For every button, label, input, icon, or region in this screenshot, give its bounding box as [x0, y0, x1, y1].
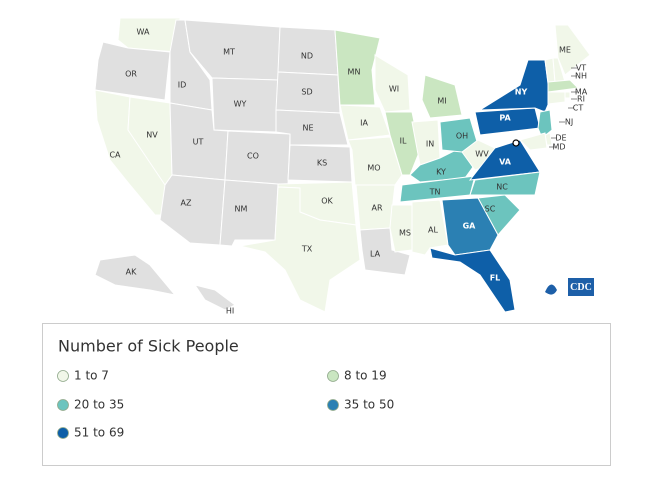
state [547, 79, 580, 93]
legend-box [42, 323, 611, 466]
state [94, 41, 171, 101]
state-label: SC [485, 205, 496, 214]
state [94, 254, 177, 296]
state-label: MS [399, 229, 411, 238]
state-label: LA [370, 250, 381, 259]
state-label: MA [575, 88, 588, 97]
state-label: RI [577, 95, 585, 104]
state-label: MT [223, 48, 235, 57]
state-label: ND [301, 52, 313, 61]
state-label: NE [302, 124, 313, 133]
legend-label: 35 to 50 [344, 398, 394, 412]
legend-label: 20 to 35 [74, 398, 124, 412]
state-label: SD [301, 88, 312, 97]
state-label: GA [463, 222, 477, 231]
state-label: NH [575, 72, 587, 81]
state-label: IA [360, 119, 368, 128]
state-label: ME [559, 46, 571, 55]
state [389, 204, 413, 253]
state [193, 284, 236, 311]
logo-box [568, 278, 594, 296]
logo-text: CDC [570, 282, 592, 293]
state-label: NM [235, 205, 248, 214]
state-label: TX [301, 245, 313, 254]
legend-label: 51 to 69 [74, 426, 124, 440]
state-label: OR [125, 70, 137, 79]
state-label: WI [389, 85, 399, 94]
state-label: MD [552, 143, 565, 152]
state-label: VA [499, 158, 512, 167]
state-label: MI [437, 97, 446, 106]
legend-swatch [57, 370, 69, 382]
state-label: FL [490, 274, 501, 283]
state [478, 59, 551, 113]
state-label: MN [348, 68, 361, 77]
state-label: MO [367, 164, 380, 173]
legend-swatch [57, 427, 69, 439]
state-label: AL [428, 226, 438, 235]
state-label: PA [499, 114, 511, 123]
legend-swatch [57, 399, 69, 411]
legend-label: 8 to 19 [344, 369, 387, 383]
state-label: KY [436, 168, 446, 177]
logo-icon [545, 284, 557, 295]
state-label: NJ [565, 118, 573, 127]
legend-title: Number of Sick People [58, 337, 239, 356]
state [219, 179, 279, 247]
state-label: DE [555, 134, 566, 143]
state-label: AK [126, 268, 137, 277]
capital-marker [512, 139, 520, 147]
state [334, 29, 381, 106]
state-label: CT [573, 104, 584, 113]
state-label: IL [400, 137, 407, 146]
legend-swatch [327, 399, 339, 411]
state-label: HI [226, 307, 234, 316]
state-label: CO [247, 152, 259, 161]
state-label: ID [178, 81, 187, 90]
state [429, 247, 516, 313]
state-label: VT [576, 64, 586, 73]
legend: 1 to 7 8 to 19 20 to 35 35 to 50 51 to 69 [57, 369, 394, 440]
state-label: NV [146, 131, 158, 140]
state-label: CA [109, 151, 121, 160]
state [519, 132, 548, 151]
state [159, 174, 226, 246]
state-label: OH [456, 132, 468, 141]
state [374, 54, 411, 113]
state [239, 186, 361, 313]
state-label: WA [137, 28, 150, 37]
legend-label: 1 to 7 [74, 369, 109, 383]
cdc-logo: CDC [545, 278, 594, 296]
us-map: WA OR CA NV ID MT WY UT CO AZ NM ND SD NE KS OK TX MN IA MO… [94, 17, 591, 316]
state [469, 171, 541, 196]
state-label: AR [371, 204, 382, 213]
state [554, 24, 591, 76]
legend-swatch [327, 370, 339, 382]
state [421, 74, 463, 119]
state-label: KS [317, 159, 327, 168]
state [547, 91, 566, 105]
state-label: WV [475, 150, 489, 159]
state-label: OK [321, 197, 333, 206]
state-label: IN [426, 140, 434, 149]
state-label: TN [429, 188, 441, 197]
state-label: NC [496, 183, 508, 192]
state-label: UT [193, 138, 204, 147]
state-label: NY [515, 88, 528, 97]
state [564, 91, 571, 99]
state-label: AZ [181, 199, 192, 208]
state-label: WY [234, 100, 247, 109]
